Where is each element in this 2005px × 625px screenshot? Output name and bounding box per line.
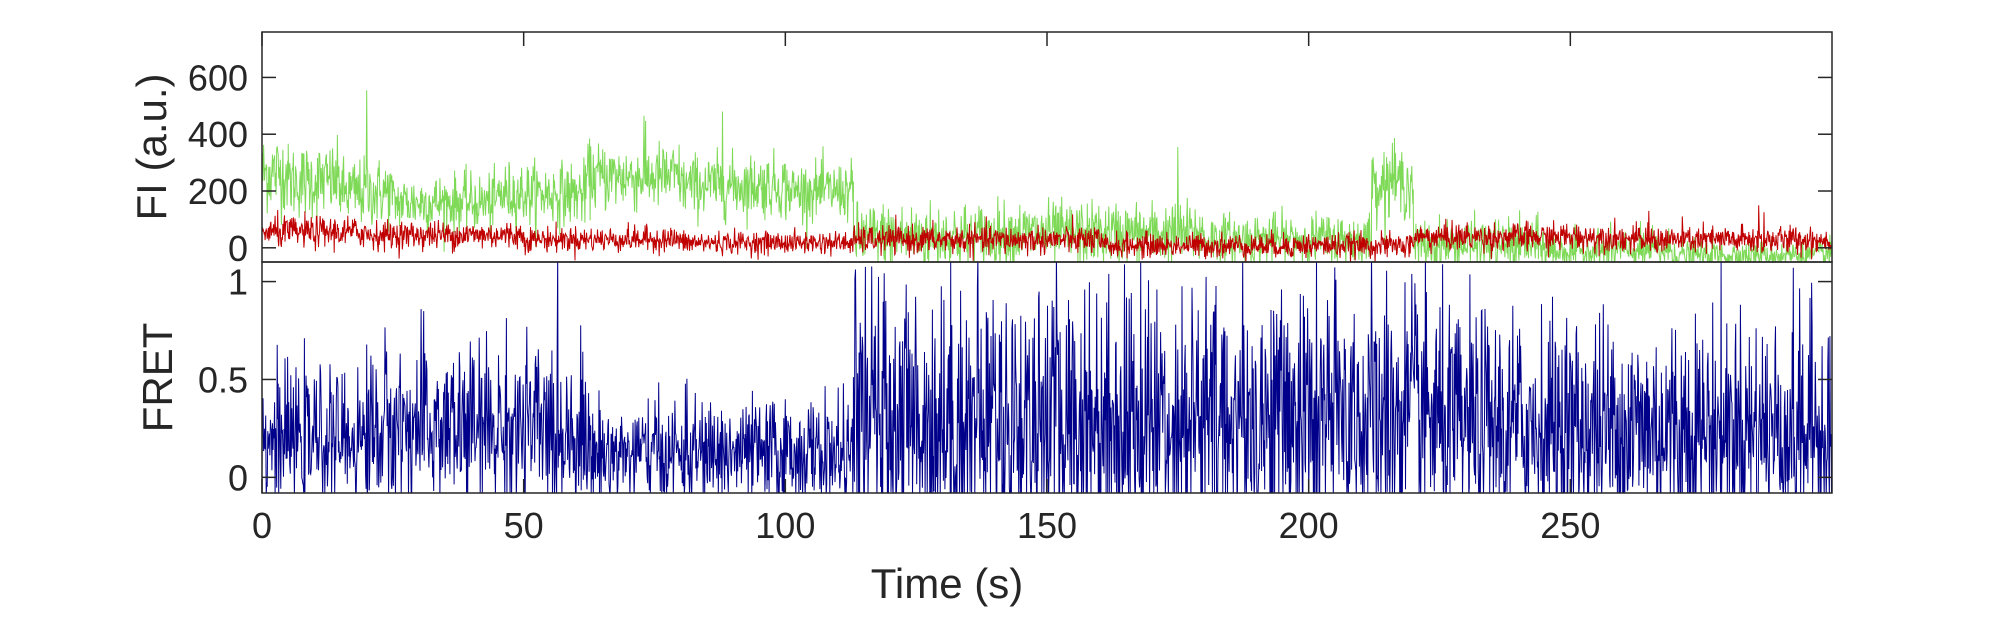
fluorescence-y-tick-label: 600 bbox=[188, 57, 248, 98]
time-x-ticks: 0 50 100 150 200 250 bbox=[252, 32, 1600, 546]
fluorescence-y-ticks: 0 200 400 600 bbox=[188, 57, 1832, 269]
fret-panel: 00.51 0 50 100 150 200 250 FRET Time (s) bbox=[134, 32, 1833, 607]
time-x-tick-label: 200 bbox=[1279, 505, 1339, 546]
fluorescence-y-tick-label: 0 bbox=[228, 228, 248, 269]
fluorescence-plot-frame bbox=[261, 31, 1833, 263]
fluorescence-y-axis-label: FI (a.u.) bbox=[128, 73, 175, 220]
fret-y-axis-label: FRET bbox=[134, 323, 181, 433]
time-x-tick-label: 150 bbox=[1017, 505, 1077, 546]
time-x-axis-label: Time (s) bbox=[871, 560, 1023, 607]
green-trace bbox=[262, 90, 1832, 262]
fluorescence-y-tick-label: 400 bbox=[188, 114, 248, 155]
fret-line bbox=[262, 262, 1832, 493]
time-x-tick-label: 0 bbox=[252, 505, 272, 546]
fret-y-tick-label: 1 bbox=[228, 262, 248, 303]
time-x-tick-label: 50 bbox=[504, 505, 544, 546]
time-x-tick-label: 250 bbox=[1540, 505, 1600, 546]
time-x-tick-label: 100 bbox=[755, 505, 815, 546]
fluorescence-traces bbox=[262, 90, 1832, 262]
fluorescence-y-tick-label: 200 bbox=[188, 171, 248, 212]
fret-trace bbox=[262, 262, 1832, 493]
fret-y-tick-label: 0.5 bbox=[198, 359, 248, 400]
red-trace bbox=[262, 205, 1832, 262]
fluorescence-panel: 0 200 400 600 FI (a.u.) bbox=[128, 31, 1833, 269]
fret-y-tick-label: 0 bbox=[228, 457, 248, 498]
fret-y-ticks: 00.51 bbox=[198, 262, 1832, 498]
